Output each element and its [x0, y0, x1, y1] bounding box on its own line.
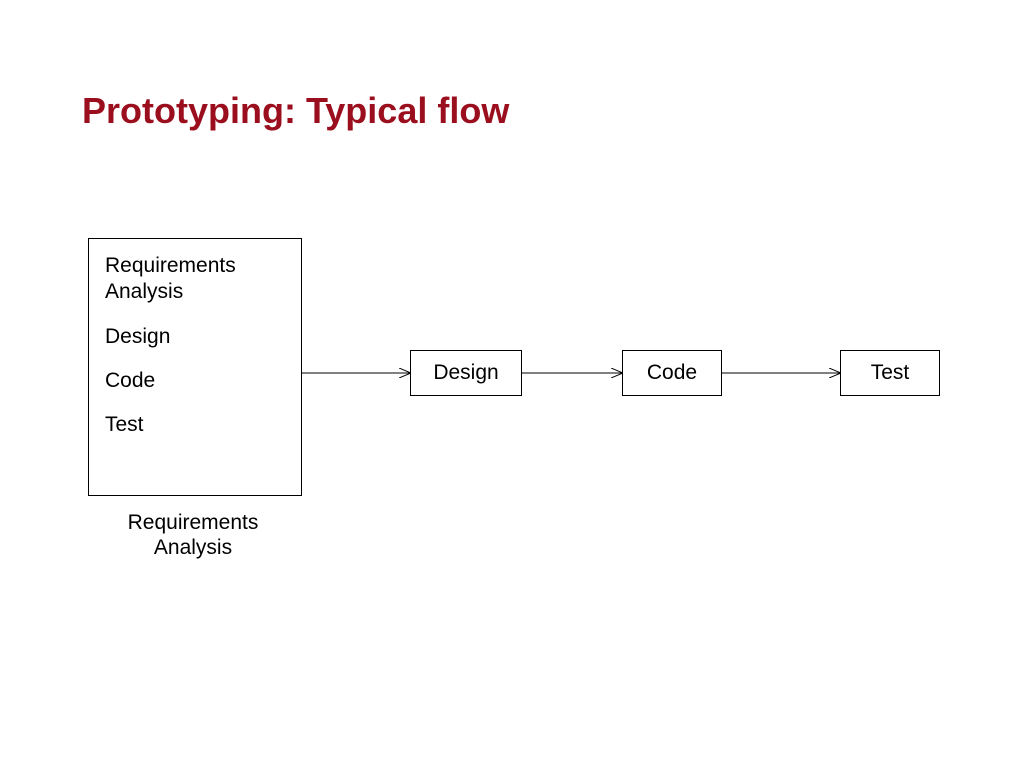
caption-line-2: Analysis — [154, 536, 232, 559]
flow-node-requirements-block: Requirements Analysis Design Code Test — [88, 238, 302, 496]
caption-line-1: Requirements — [128, 511, 259, 534]
big-node-line-test: Test — [105, 413, 144, 436]
flow-node-caption: Requirements Analysis — [108, 510, 278, 560]
big-node-line-2: Analysis — [105, 280, 183, 303]
flow-node-design-label: Design — [433, 361, 498, 385]
flow-node-code: Code — [622, 350, 722, 396]
flow-node-test: Test — [840, 350, 940, 396]
flow-node-code-label: Code — [647, 361, 697, 385]
big-node-line-code: Code — [105, 369, 155, 392]
big-node-line-design: Design — [105, 325, 170, 348]
flow-node-design: Design — [410, 350, 522, 396]
big-node-line-1: Requirements — [105, 254, 236, 277]
page-title: Prototyping: Typical flow — [82, 90, 509, 132]
flow-node-test-label: Test — [871, 361, 910, 385]
